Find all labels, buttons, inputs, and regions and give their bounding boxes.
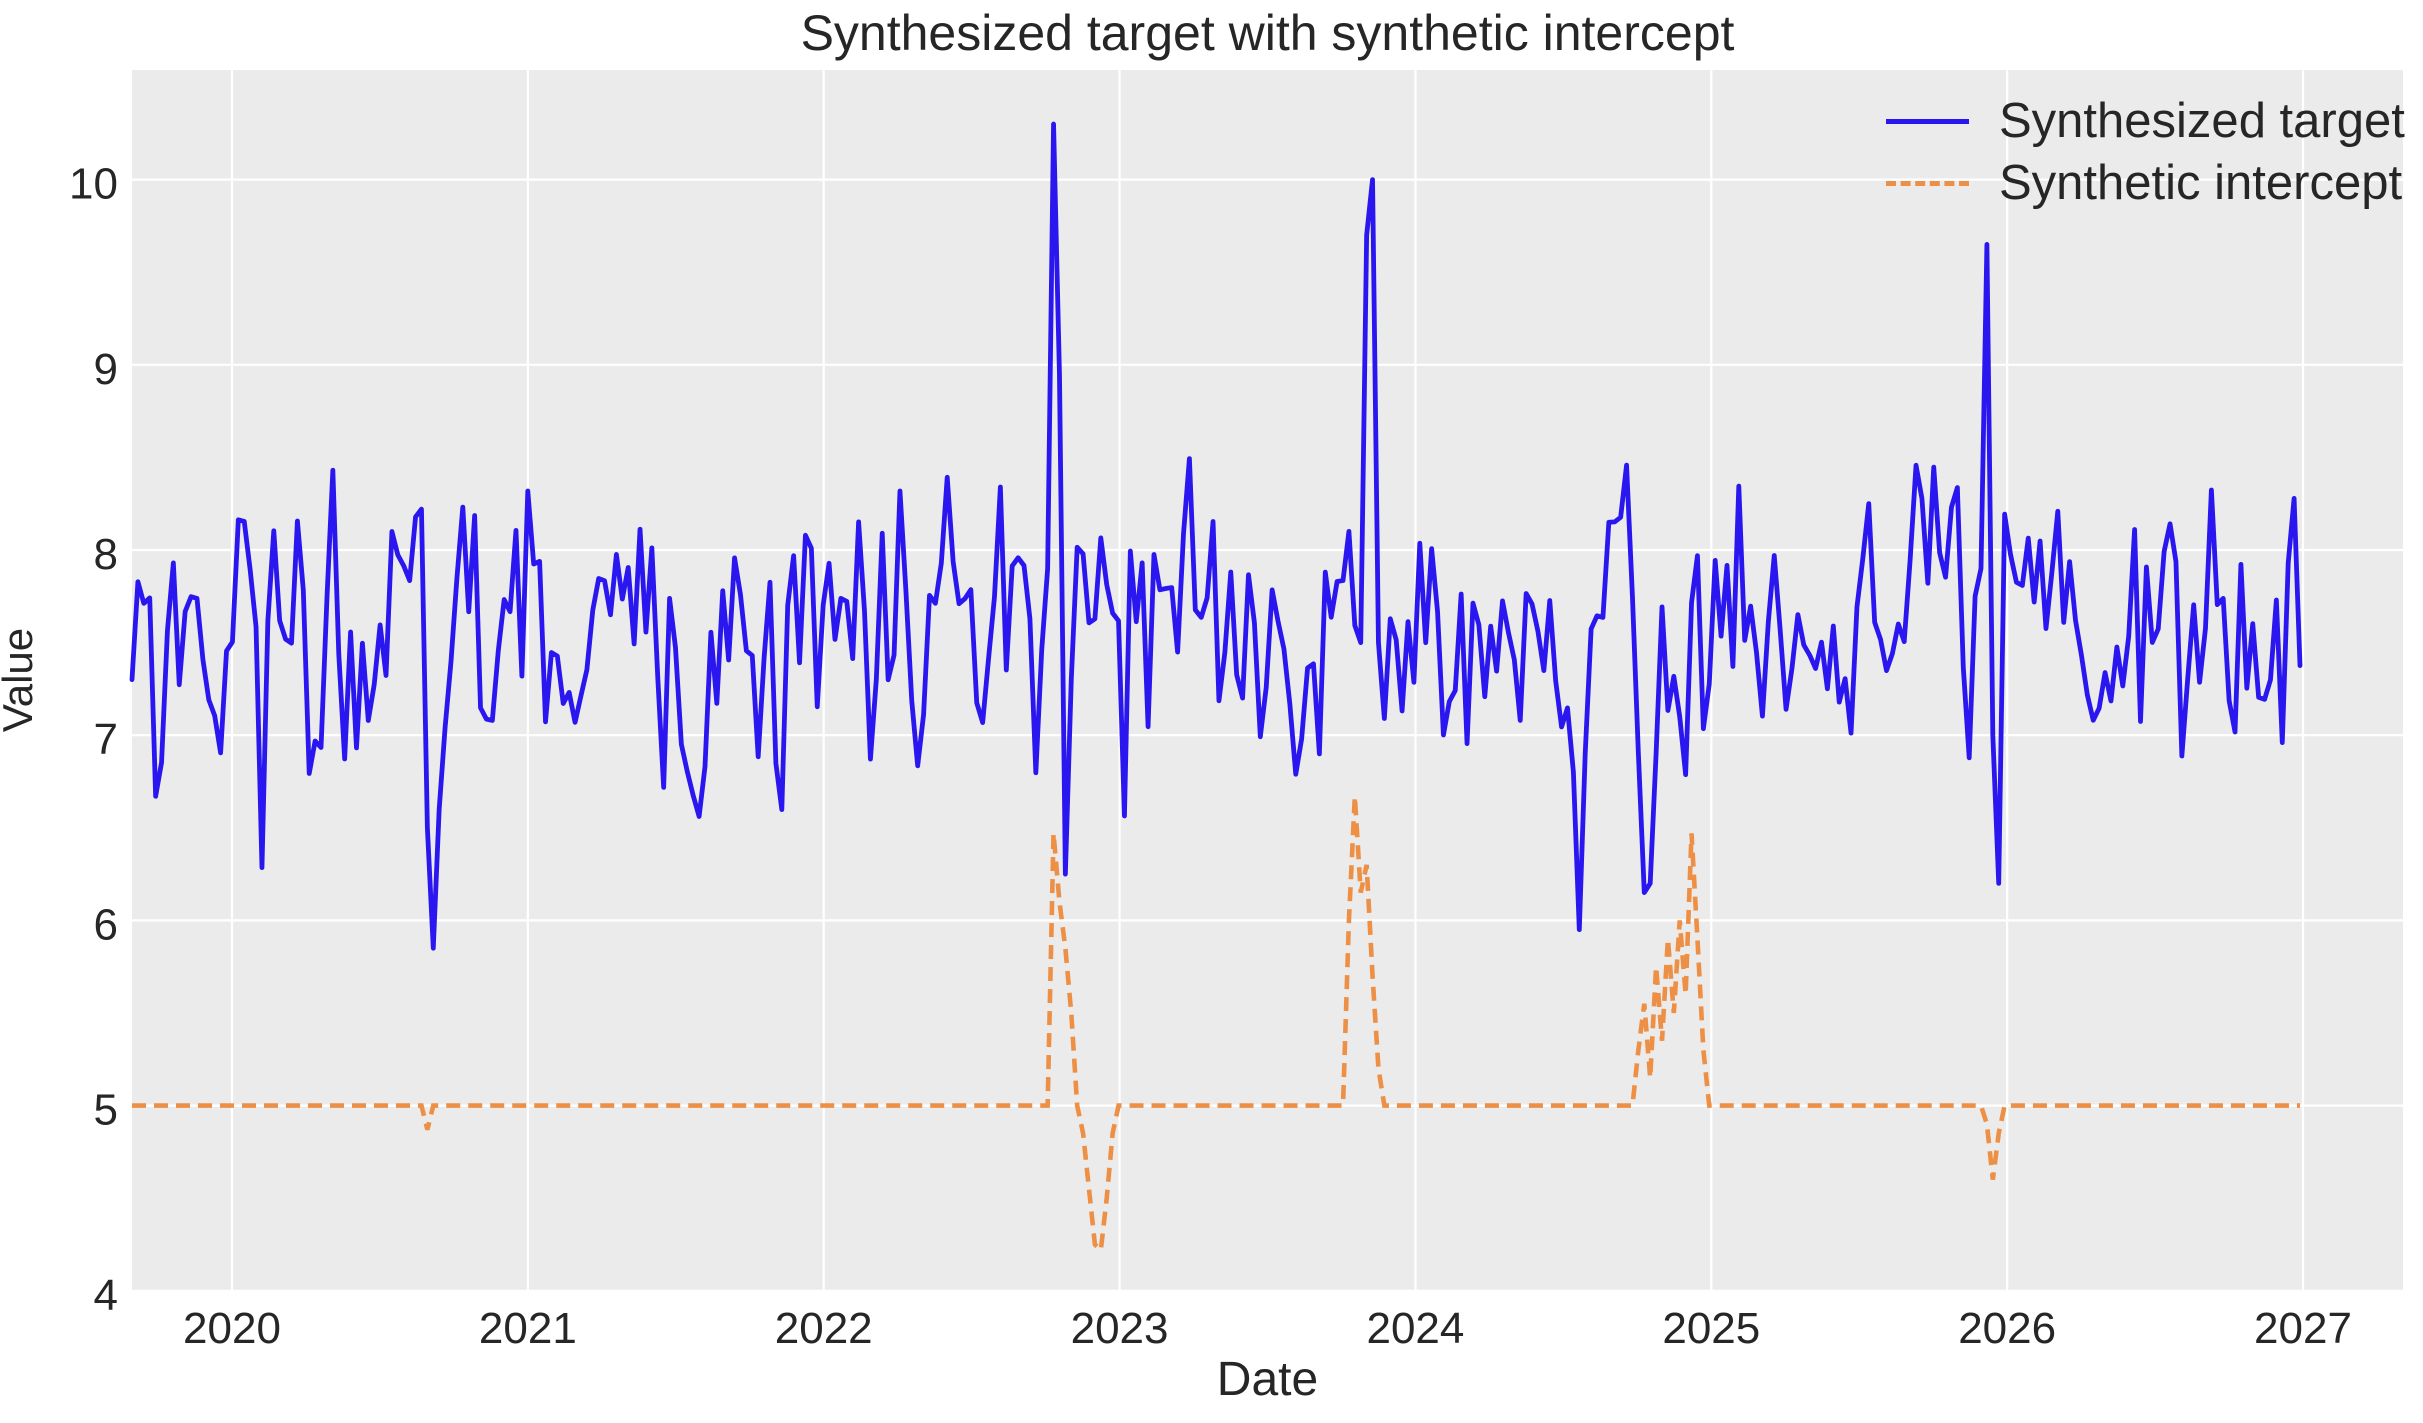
svg-text:4: 4 [94,1271,118,1320]
svg-text:2023: 2023 [1071,1304,1169,1353]
svg-text:6: 6 [94,900,118,949]
svg-text:2021: 2021 [479,1304,577,1353]
svg-text:5: 5 [94,1086,118,1135]
svg-text:2022: 2022 [775,1304,873,1353]
svg-text:2024: 2024 [1366,1304,1464,1353]
svg-text:7: 7 [94,715,118,764]
svg-text:2025: 2025 [1662,1304,1760,1353]
svg-text:2027: 2027 [2254,1304,2352,1353]
svg-text:9: 9 [94,345,118,394]
svg-text:8: 8 [94,530,118,579]
svg-text:2026: 2026 [1958,1304,2056,1353]
svg-text:2020: 2020 [183,1304,281,1353]
svg-text:10: 10 [69,160,118,209]
